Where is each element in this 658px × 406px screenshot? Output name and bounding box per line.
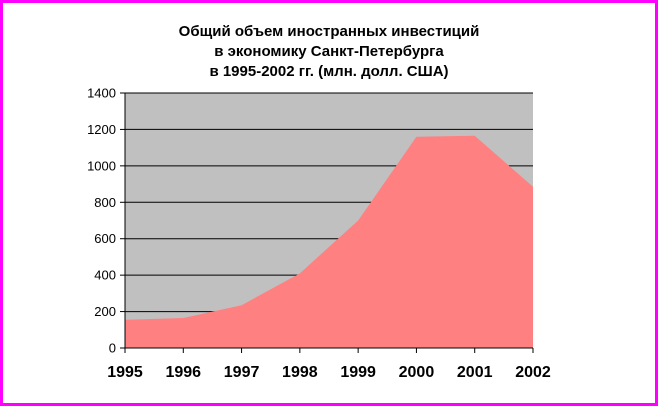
chart-title-line-3: в 1995-2002 гг. (млн. долл. США)	[209, 63, 449, 80]
x-tick-label: 1999	[340, 364, 376, 381]
x-tick-label: 1997	[224, 364, 260, 381]
x-tick-label: 1998	[282, 364, 318, 381]
y-tick-label: 200	[94, 304, 116, 319]
y-tick-label: 600	[94, 231, 116, 246]
y-tick-label: 800	[94, 195, 116, 210]
x-tick-label: 2002	[515, 364, 551, 381]
area-series	[125, 135, 533, 348]
chart-title-line-2: в экономику Санкт-Петербурга	[214, 43, 444, 60]
y-tick-label: 1400	[87, 86, 116, 101]
x-tick-label: 1996	[165, 364, 201, 381]
x-tick-label: 2001	[457, 364, 493, 381]
y-tick-label: 0	[109, 341, 116, 356]
y-tick-label: 400	[94, 268, 116, 283]
y-tick-label: 1200	[87, 122, 116, 137]
x-tick-label: 1995	[107, 364, 143, 381]
chart-title: Общий объем иностранных инвестиций в эко…	[0, 22, 658, 82]
x-tick-label: 2000	[399, 364, 435, 381]
chart-title-line-1: Общий объем иностранных инвестиций	[178, 23, 480, 40]
y-tick-label: 1000	[87, 158, 116, 173]
